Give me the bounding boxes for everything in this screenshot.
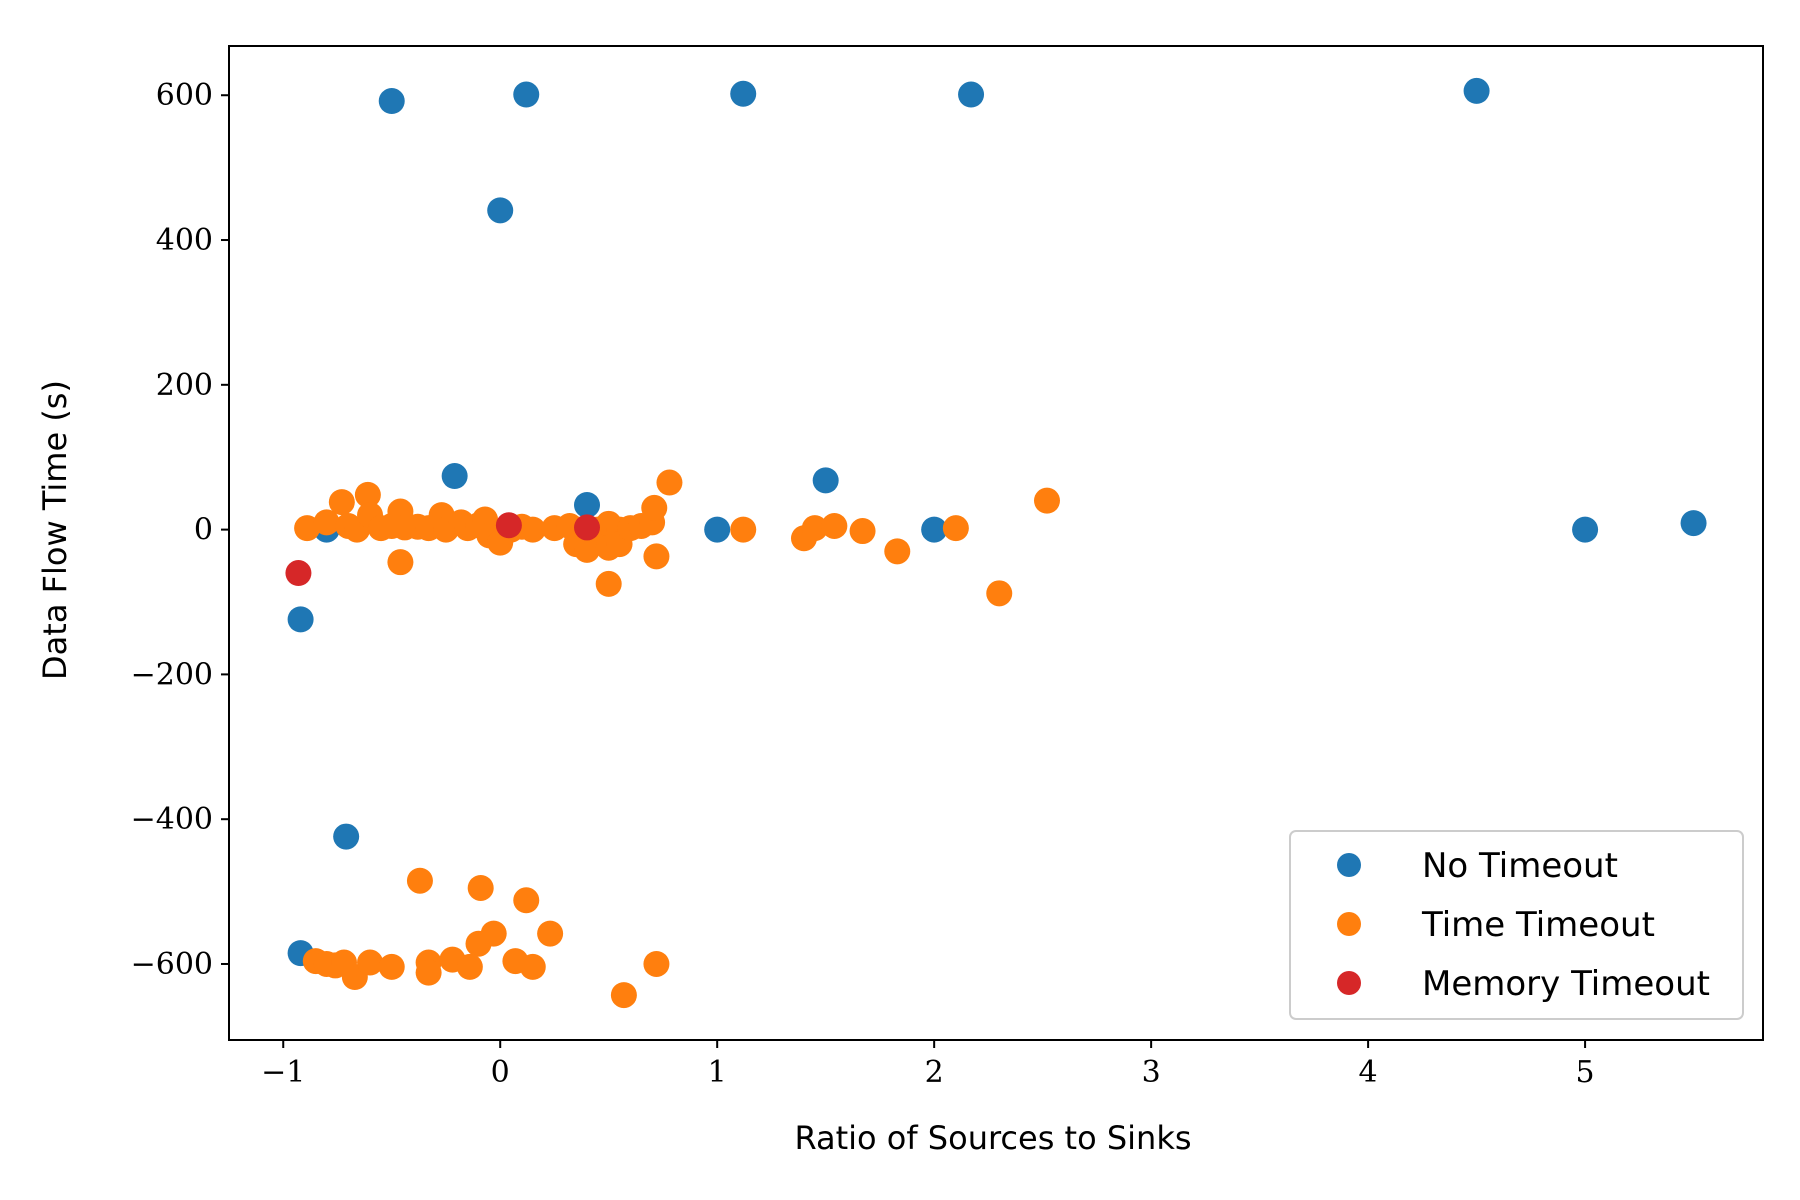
data-point	[467, 874, 494, 901]
data-point	[287, 606, 314, 633]
x-tick-label: 2	[925, 1055, 944, 1090]
x-tick-label: 0	[491, 1055, 510, 1090]
x-tick-label: 1	[708, 1055, 727, 1090]
data-point	[456, 953, 483, 980]
data-point	[921, 516, 948, 543]
data-point	[513, 81, 540, 108]
legend-marker	[1337, 971, 1361, 995]
data-point	[357, 949, 384, 976]
x-ticks	[282, 1040, 1587, 1048]
x-tick-labels: −1 0 1 2 3 4 5	[261, 1055, 1595, 1090]
y-tick-label: −600	[131, 947, 213, 982]
y-tick-label: 0	[194, 513, 213, 548]
data-point	[387, 549, 414, 576]
legend-label: Time Timeout	[1421, 905, 1655, 945]
series-0	[287, 77, 1707, 967]
data-point	[1680, 510, 1707, 537]
data-point	[643, 950, 670, 977]
data-point	[704, 516, 731, 543]
data-point	[519, 953, 546, 980]
x-tick-label: −1	[261, 1055, 305, 1090]
data-point	[730, 516, 757, 543]
data-point	[1572, 516, 1599, 543]
legend-marker	[1337, 853, 1361, 877]
data-point	[610, 982, 637, 1009]
data-point	[513, 887, 540, 914]
data-point	[812, 467, 839, 494]
data-point	[986, 580, 1013, 607]
data-point	[415, 959, 442, 986]
legend-marker	[1337, 912, 1361, 936]
legend: No Timeout Time Timeout Memory Timeout	[1289, 830, 1744, 1020]
legend-label: No Timeout	[1422, 846, 1618, 886]
x-tick-label: 5	[1576, 1055, 1595, 1090]
data-point	[801, 515, 828, 542]
data-point	[285, 560, 312, 587]
data-point	[378, 953, 405, 980]
x-tick-label: 3	[1142, 1055, 1161, 1090]
data-points	[285, 77, 1707, 1009]
data-point	[1463, 77, 1490, 104]
data-point	[333, 823, 360, 850]
data-point	[294, 515, 321, 542]
y-tick-label: 600	[156, 78, 213, 113]
data-point	[354, 481, 381, 508]
x-axis-label: Ratio of Sources to Sinks	[794, 1119, 1191, 1157]
y-tick-label: −400	[131, 802, 213, 837]
data-point	[641, 494, 668, 521]
data-point	[574, 491, 601, 518]
data-point	[378, 88, 405, 115]
data-point	[487, 197, 514, 224]
series-1	[294, 469, 1060, 1009]
data-point	[643, 543, 670, 570]
y-ticks	[221, 94, 229, 965]
x-tick-label: 4	[1359, 1055, 1378, 1090]
y-tick-label: 200	[156, 368, 213, 403]
data-point	[595, 570, 622, 597]
legend-label: Memory Timeout	[1422, 964, 1710, 1004]
data-point	[884, 538, 911, 565]
data-point	[849, 518, 876, 545]
data-point	[1033, 487, 1060, 514]
series-2	[285, 512, 601, 587]
data-point	[574, 536, 601, 563]
data-point	[328, 489, 355, 516]
data-point	[313, 509, 340, 536]
plot-frame	[228, 45, 1764, 1041]
data-point	[574, 514, 601, 541]
y-tick-label: 400	[156, 223, 213, 258]
data-point	[495, 512, 522, 539]
y-axis-label: Data Flow Time (s)	[36, 380, 74, 680]
data-point	[441, 463, 468, 490]
data-point	[519, 516, 546, 543]
data-point	[958, 81, 985, 108]
data-point	[821, 512, 848, 539]
data-point	[942, 515, 969, 542]
y-tick-labels: 600 400 200 0 −200 −400 −600	[131, 78, 213, 982]
data-point	[730, 80, 757, 107]
data-point	[406, 867, 433, 894]
data-point	[656, 469, 683, 496]
legend-box	[1289, 830, 1744, 1020]
data-point	[537, 920, 564, 947]
data-point	[480, 920, 507, 947]
y-tick-label: −200	[131, 657, 213, 692]
